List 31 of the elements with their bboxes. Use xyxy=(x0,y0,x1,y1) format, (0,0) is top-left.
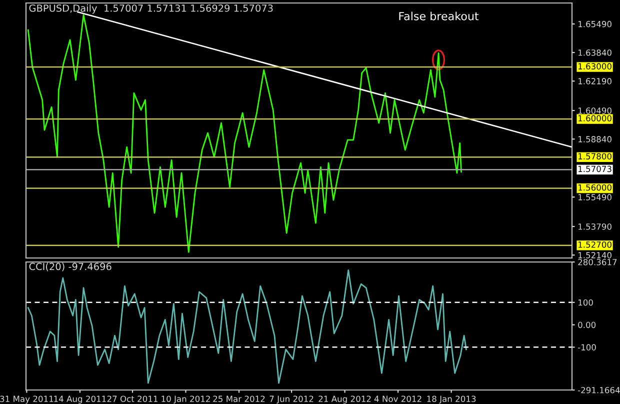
ref-line-label: 1.63000 xyxy=(578,63,612,70)
chart-title: GBPUSD,Daily 1.57007 1.57131 1.56929 1.57073 xyxy=(29,4,273,14)
y-tick-label: 1.65490 xyxy=(578,20,612,28)
y-tick-label: 280.3617 xyxy=(578,258,617,266)
x-tick-label: 14 Aug 2011 xyxy=(54,396,106,404)
y-tick-label: 100 xyxy=(578,299,593,306)
chart-title: CCI(20) -97.4696 xyxy=(29,262,112,272)
y-tick-label: 1.63840 xyxy=(578,49,612,56)
annotation: False breakout xyxy=(399,12,479,20)
y-tick-label: 1.55490 xyxy=(578,194,612,200)
y-tick-label: 0.00 xyxy=(578,322,596,328)
x-tick-label: 27 Oct 2011 xyxy=(107,396,158,402)
y-tick-label: -291.1664 xyxy=(578,386,620,394)
x-tick-label: 10 Jan 2012 xyxy=(162,396,210,404)
x-tick-label: 18 Jan 2013 xyxy=(427,396,476,404)
y-tick-label: 1.58840 xyxy=(578,136,612,142)
x-tick-label: 21 Aug 2012 xyxy=(318,396,371,404)
x-tick-label: 4 Nov 2012 xyxy=(374,396,422,402)
ref-line-label: 1.57800 xyxy=(578,153,612,160)
ref-line-label: 1.56000 xyxy=(578,184,612,191)
x-tick-label: 7 Jun 2012 xyxy=(270,396,314,404)
y-tick-label: 1.60490 xyxy=(578,107,612,114)
ref-line-label: 1.60000 xyxy=(578,115,612,122)
x-tick-label: 31 May 2011 xyxy=(0,396,54,404)
ref-line-label: 1.57073 xyxy=(578,166,612,172)
x-tick-label: 25 Mar 2012 xyxy=(213,396,265,402)
y-tick-label: 1.62190 xyxy=(578,78,612,84)
y-tick-label: -100 xyxy=(578,344,596,350)
ref-line-label: 1.52700 xyxy=(578,241,612,248)
y-tick-label: 1.52140 xyxy=(578,252,612,258)
y-tick-label: 1.53790 xyxy=(578,223,612,230)
